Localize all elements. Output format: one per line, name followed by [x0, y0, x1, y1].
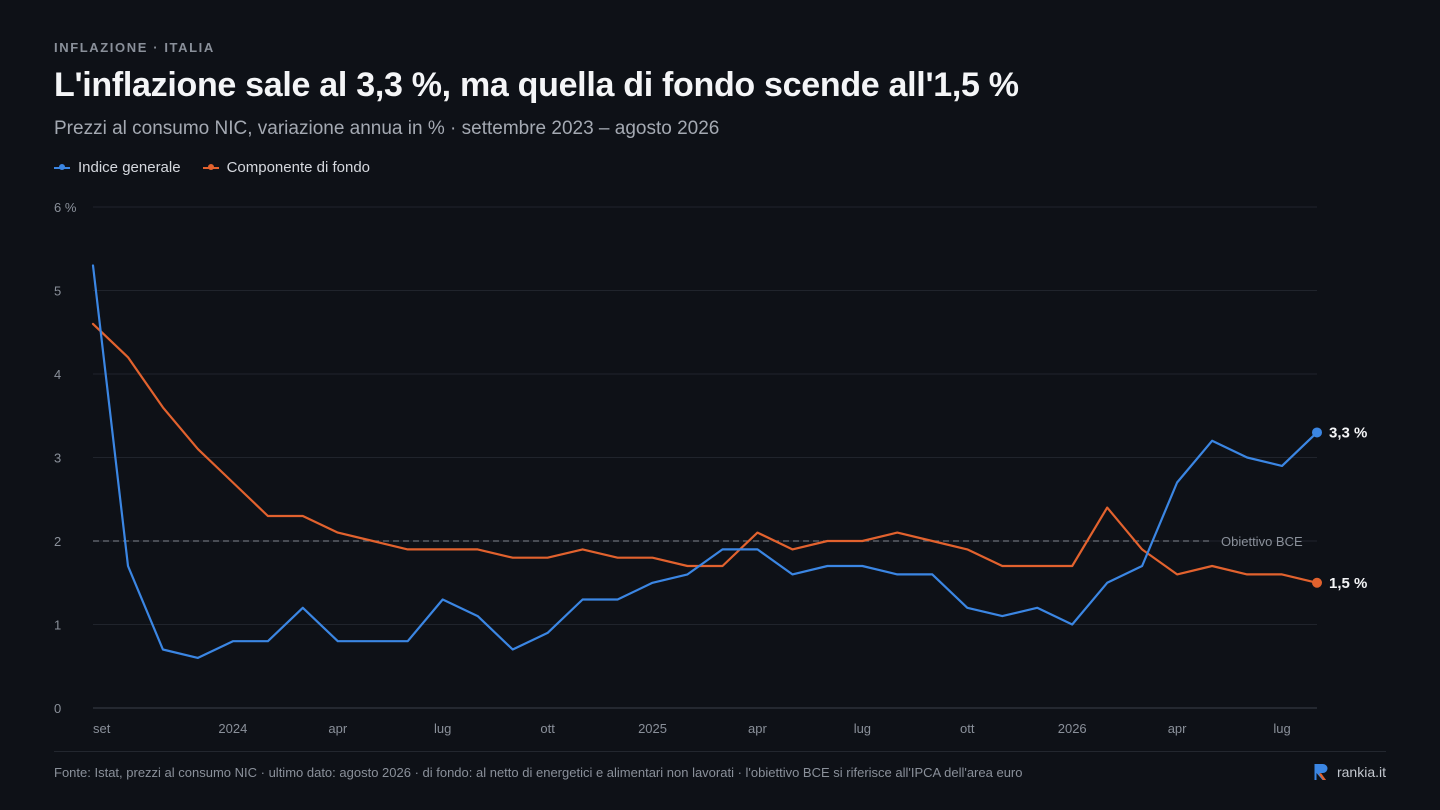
end-value-label: 3,3 %: [1329, 424, 1367, 441]
y-tick-label: 6 %: [54, 200, 77, 215]
chart-title: L'inflazione sale al 3,3 %, ma quella di…: [54, 66, 1019, 104]
x-tick-label: set: [93, 721, 111, 736]
x-tick-label: lug: [434, 721, 451, 736]
y-tick-label: 4: [54, 367, 61, 382]
y-tick-label: 3: [54, 451, 61, 466]
source-note: Fonte: Istat, prezzi al consumo NIC · ul…: [54, 765, 1023, 780]
y-tick-label: 2: [54, 534, 61, 549]
chart-kicker: INFLAZIONE · ITALIA: [54, 40, 215, 55]
x-tick-label: apr: [328, 721, 347, 736]
brand-name: rankia.it: [1336, 764, 1386, 780]
chart-legend: Indice generale Componente di fondo: [54, 159, 370, 176]
end-value-label: 1,5 %: [1329, 575, 1367, 592]
footer-divider: [54, 751, 1386, 752]
x-tick-label: 2025: [638, 721, 667, 736]
x-tick-label: ott: [960, 721, 975, 736]
x-tick-label: lug: [1273, 721, 1290, 736]
legend-swatch-orange-icon: [202, 163, 219, 170]
series-line-componente-di-fondo: [91, 322, 1319, 584]
end-point-marker: [1312, 427, 1322, 438]
chart-subtitle: Prezzi al consumo NIC, variazione annua …: [54, 118, 720, 139]
x-tick-label: lug: [854, 721, 871, 736]
legend-item-componente-di-fondo: Componente di fondo: [202, 159, 371, 176]
ecb-target-label: Obiettivo BCE: [1221, 534, 1303, 549]
series-line-indice-generale: [91, 264, 1319, 660]
legend-label: Componente di fondo: [226, 159, 371, 176]
legend-swatch-blue-icon: [54, 163, 70, 170]
legend-item-indice-generale: Indice generale: [54, 159, 181, 176]
x-tick-label: ott: [540, 721, 555, 736]
rankia-logo-icon: [1314, 764, 1328, 780]
y-tick-label: 0: [54, 701, 61, 716]
x-tick-label: 2024: [218, 721, 247, 736]
y-tick-label: 5: [54, 284, 61, 299]
legend-label: Indice generale: [78, 159, 181, 176]
end-point-marker: [1312, 577, 1322, 588]
x-tick-label: 2026: [1058, 721, 1087, 736]
x-tick-label: apr: [748, 721, 767, 736]
brand[interactable]: rankia.it: [1314, 763, 1386, 781]
x-tick-label: apr: [1168, 721, 1187, 736]
y-tick-label: 1: [54, 618, 61, 633]
